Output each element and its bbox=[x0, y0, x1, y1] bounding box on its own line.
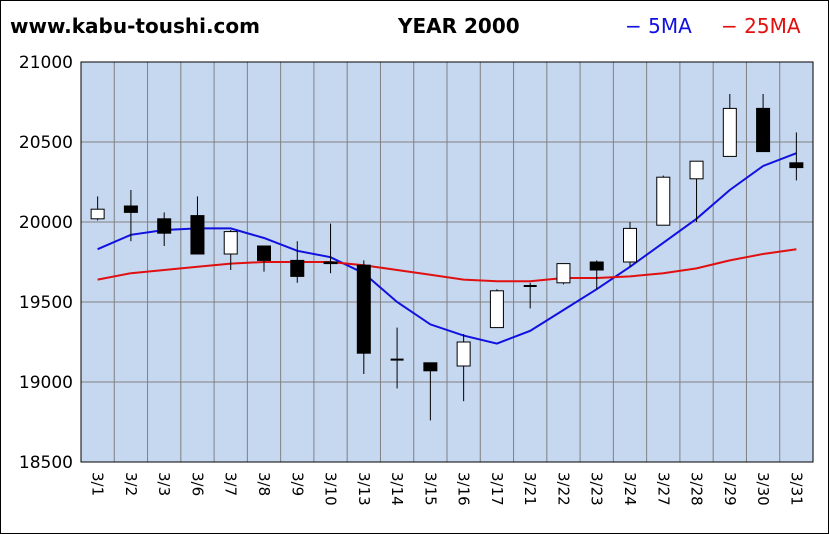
ma-line-25ma bbox=[97, 248, 797, 283]
candle-body bbox=[623, 227, 637, 263]
x-tick-label: 3/24 bbox=[621, 472, 639, 506]
candle bbox=[290, 241, 305, 283]
candle-body bbox=[323, 261, 338, 265]
candle bbox=[756, 94, 771, 153]
candle bbox=[223, 230, 238, 270]
y-tick-label: 19000 bbox=[19, 373, 73, 393]
x-tick-label: 3/15 bbox=[421, 472, 439, 506]
candlesticks bbox=[90, 94, 804, 421]
x-tick-label: 3/2 bbox=[122, 472, 140, 496]
candle bbox=[323, 223, 338, 274]
candle-body bbox=[157, 218, 172, 234]
site-url: www.kabu-toushi.com bbox=[10, 14, 260, 38]
x-tick-label: 3/6 bbox=[188, 472, 206, 496]
candle bbox=[423, 362, 438, 421]
candle-body bbox=[190, 215, 205, 255]
candle-body bbox=[257, 245, 271, 261]
chart-title: YEAR 2000 bbox=[398, 14, 520, 38]
x-tick-label: 3/7 bbox=[222, 472, 240, 496]
candle bbox=[90, 196, 105, 221]
x-tick-label: 3/13 bbox=[355, 472, 373, 506]
candle bbox=[556, 263, 571, 285]
candle bbox=[257, 245, 271, 272]
candle bbox=[523, 282, 537, 309]
candle bbox=[356, 260, 371, 374]
x-tick-label: 3/8 bbox=[255, 472, 273, 496]
candle bbox=[390, 327, 404, 389]
candle-body bbox=[290, 259, 305, 277]
ma-line-5ma bbox=[97, 152, 797, 345]
x-tick-label: 3/10 bbox=[322, 472, 340, 506]
x-tick-label: 3/14 bbox=[388, 472, 406, 506]
x-tick-label: 3/28 bbox=[688, 472, 706, 506]
candle-body bbox=[356, 264, 371, 354]
y-axis-ticks: 18500 19000 19500 20000 20500 21000 bbox=[19, 53, 73, 473]
candle-body bbox=[556, 263, 571, 284]
x-tick-label: 3/29 bbox=[721, 472, 739, 506]
x-tick-label: 3/9 bbox=[288, 472, 306, 496]
x-tick-label: 3/23 bbox=[588, 472, 606, 506]
legend-25ma: − 25MA bbox=[721, 14, 801, 38]
legend-5ma: − 5MA bbox=[625, 14, 692, 38]
x-tick-label: 3/31 bbox=[787, 472, 805, 506]
x-axis-ticks: 3/1 3/2 3/3 3/6 3/7 3/8 3/9 3/10 3/13 3/14 3/15 3/1… bbox=[89, 472, 806, 506]
candle bbox=[722, 94, 737, 157]
candle bbox=[656, 175, 671, 226]
candle-body bbox=[90, 208, 105, 220]
candle-body bbox=[123, 205, 138, 213]
candle bbox=[623, 222, 637, 267]
candle-body bbox=[656, 176, 671, 226]
y-tick-label: 19500 bbox=[19, 293, 73, 313]
x-tick-label: 3/1 bbox=[89, 472, 107, 496]
candle-body bbox=[423, 362, 438, 372]
candle bbox=[123, 190, 138, 242]
x-tick-label: 3/21 bbox=[521, 472, 539, 506]
candle bbox=[789, 132, 804, 181]
plot-border bbox=[80, 61, 814, 463]
candle-body bbox=[456, 341, 471, 367]
candle bbox=[489, 289, 504, 329]
y-tick-label: 21000 bbox=[19, 53, 73, 73]
moving-average-lines bbox=[97, 152, 797, 345]
candle bbox=[157, 212, 172, 246]
candle-body bbox=[789, 162, 804, 169]
x-tick-label: 3/17 bbox=[488, 472, 506, 506]
candle-body bbox=[223, 231, 238, 255]
candle bbox=[456, 334, 471, 402]
y-tick-label: 20000 bbox=[19, 213, 73, 233]
x-tick-label: 3/16 bbox=[455, 472, 473, 506]
candle-body bbox=[589, 261, 604, 271]
candle-body bbox=[756, 107, 771, 153]
candle-body bbox=[722, 107, 737, 157]
x-tick-label: 3/3 bbox=[155, 472, 173, 496]
x-tick-label: 3/27 bbox=[654, 472, 672, 506]
candle bbox=[689, 160, 704, 222]
y-tick-label: 18500 bbox=[19, 453, 73, 473]
y-tick-label: 20500 bbox=[19, 133, 73, 153]
candle-body bbox=[689, 160, 704, 180]
candle bbox=[589, 260, 604, 290]
x-tick-label: 3/22 bbox=[554, 472, 572, 506]
candle-body bbox=[489, 290, 504, 329]
candle bbox=[190, 196, 205, 255]
x-tick-label: 3/30 bbox=[754, 472, 772, 506]
